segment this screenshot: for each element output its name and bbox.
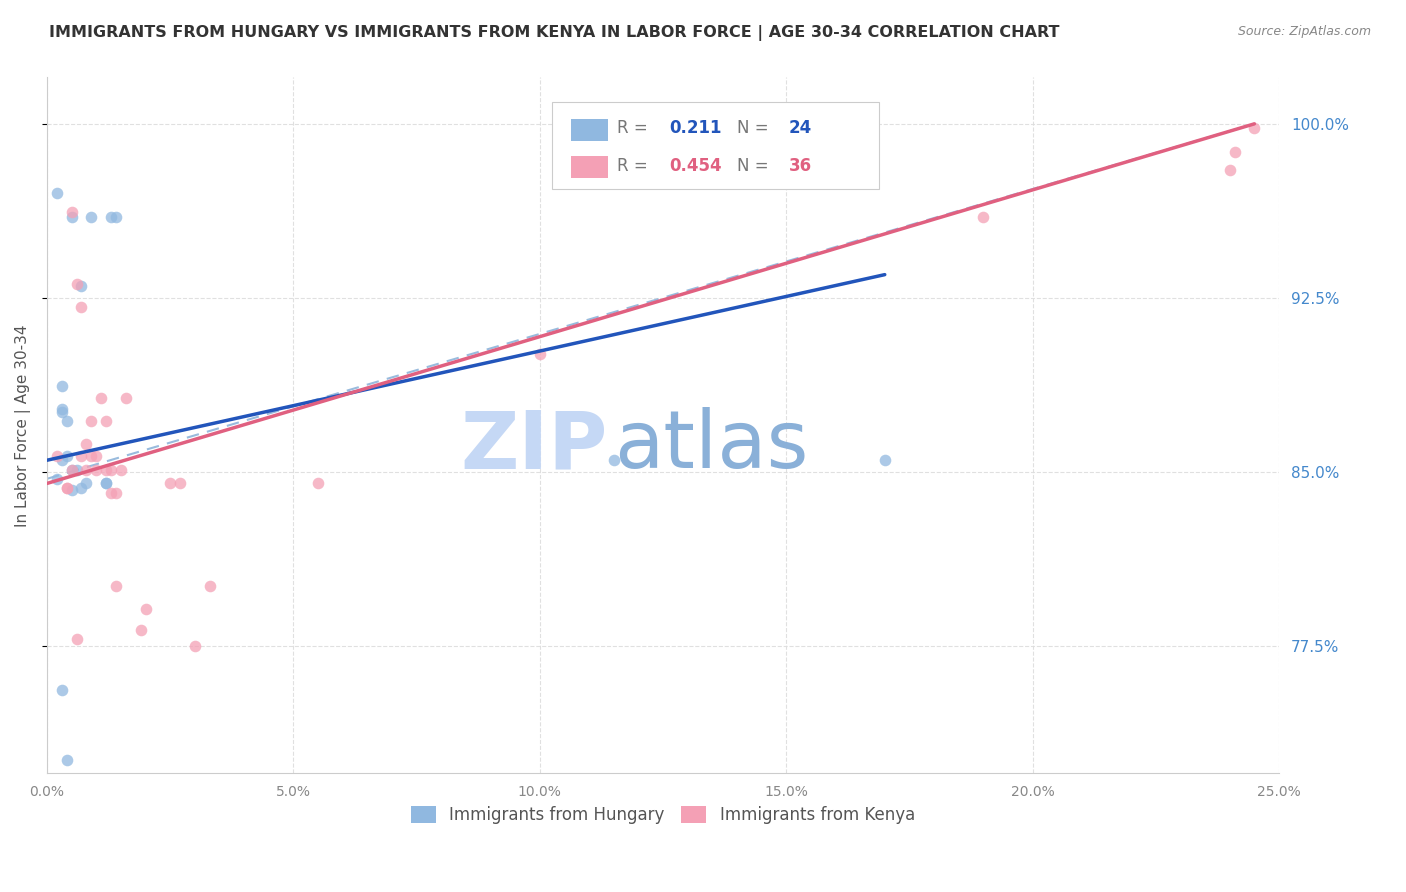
Point	[80, 414, 103, 428]
Text: N =: N =	[737, 157, 773, 175]
Point	[51, 404, 73, 418]
Text: N =: N =	[737, 120, 773, 137]
Point	[45, 472, 67, 486]
Text: 0.211: 0.211	[669, 120, 721, 137]
Point	[65, 277, 87, 291]
Text: 36: 36	[789, 157, 811, 175]
Point	[129, 623, 152, 637]
Point	[51, 453, 73, 467]
Point	[51, 379, 73, 393]
Point	[55, 481, 77, 495]
Point	[75, 437, 97, 451]
Point	[60, 205, 83, 219]
Point	[100, 210, 122, 224]
Point	[1219, 163, 1241, 178]
Point	[100, 485, 122, 500]
Point	[1243, 121, 1265, 136]
Text: Source: ZipAtlas.com: Source: ZipAtlas.com	[1237, 25, 1371, 38]
Point	[84, 449, 107, 463]
Point	[972, 210, 994, 224]
Point	[1223, 145, 1246, 159]
Text: 0.454: 0.454	[669, 157, 721, 175]
Point	[169, 476, 191, 491]
Text: R =: R =	[617, 120, 654, 137]
Point	[100, 462, 122, 476]
Point	[60, 210, 83, 224]
Y-axis label: In Labor Force | Age 30-34: In Labor Force | Age 30-34	[15, 324, 31, 526]
Point	[80, 210, 103, 224]
Point	[114, 391, 136, 405]
Point	[75, 476, 97, 491]
Point	[55, 414, 77, 428]
FancyBboxPatch shape	[571, 156, 607, 178]
Point	[184, 639, 207, 653]
Point	[602, 453, 624, 467]
Point	[104, 485, 127, 500]
Point	[94, 462, 117, 476]
Point	[55, 752, 77, 766]
Point	[307, 476, 329, 491]
Point	[60, 483, 83, 498]
Point	[94, 414, 117, 428]
Point	[84, 462, 107, 476]
Point	[55, 449, 77, 463]
Point	[45, 186, 67, 201]
Point	[90, 391, 112, 405]
Point	[159, 476, 181, 491]
Point	[94, 476, 117, 491]
Point	[51, 402, 73, 417]
Legend: Immigrants from Hungary, Immigrants from Kenya: Immigrants from Hungary, Immigrants from…	[411, 806, 915, 824]
Point	[94, 476, 117, 491]
Point	[529, 346, 551, 360]
Text: IMMIGRANTS FROM HUNGARY VS IMMIGRANTS FROM KENYA IN LABOR FORCE | AGE 30-34 CORR: IMMIGRANTS FROM HUNGARY VS IMMIGRANTS FR…	[49, 25, 1060, 41]
Point	[60, 462, 83, 476]
FancyBboxPatch shape	[553, 102, 879, 189]
Point	[70, 300, 93, 314]
Point	[80, 449, 103, 463]
Text: ZIP: ZIP	[460, 408, 607, 485]
Point	[198, 578, 221, 592]
Text: 24: 24	[789, 120, 811, 137]
Point	[70, 481, 93, 495]
Point	[65, 632, 87, 646]
FancyBboxPatch shape	[571, 119, 607, 141]
Point	[70, 449, 93, 463]
Point	[104, 210, 127, 224]
Point	[873, 453, 896, 467]
Point	[104, 578, 127, 592]
Point	[45, 449, 67, 463]
Point	[55, 481, 77, 495]
Text: atlas: atlas	[613, 408, 808, 485]
Point	[135, 601, 157, 615]
Point	[51, 682, 73, 697]
Text: R =: R =	[617, 157, 654, 175]
Point	[60, 462, 83, 476]
Point	[110, 462, 132, 476]
Point	[65, 462, 87, 476]
Point	[75, 462, 97, 476]
Point	[70, 279, 93, 293]
